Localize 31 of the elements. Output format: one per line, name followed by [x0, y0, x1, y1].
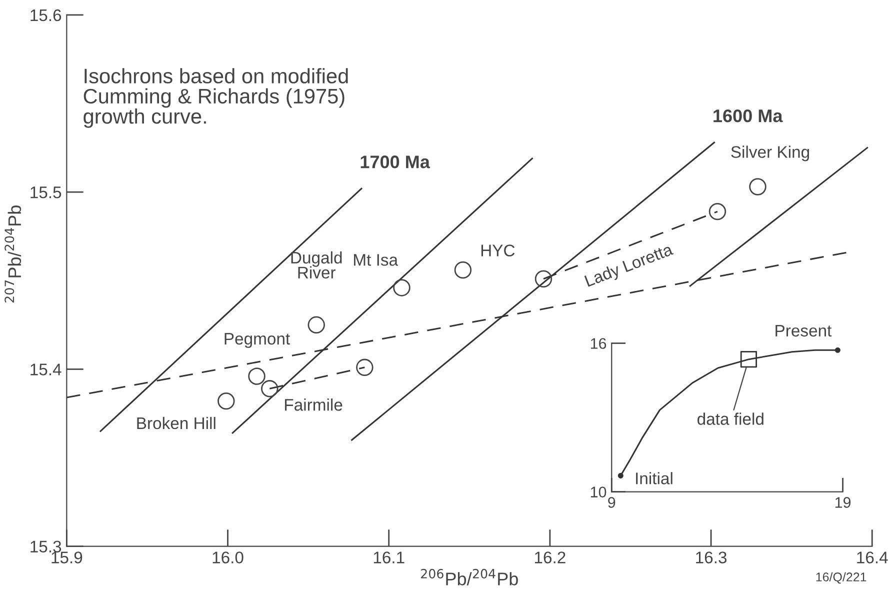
y-tick-label: 10: [590, 486, 606, 498]
annotation: Dugald River: [291, 251, 342, 279]
y-axis-title: $^{207}$Pb/$^{204}$Pb: [4, 206, 22, 302]
series-label: 1700 Ma: [360, 156, 430, 168]
x-tick-label: 16.0: [212, 552, 244, 564]
annotation: Present: [776, 324, 832, 337]
annotation: Fairmile: [285, 398, 342, 411]
x-tick-label: 16.1: [374, 552, 404, 564]
x-tick-label: 16.2: [534, 552, 566, 564]
text: 16/Q/221: [816, 572, 866, 584]
annotation: Broken Hill: [137, 416, 216, 430]
x-tick-label: 15.9: [52, 552, 82, 564]
y-tick-label: 16: [590, 338, 606, 349]
annotation: Initial: [636, 472, 672, 484]
series-label: 1600 Ma: [714, 109, 783, 122]
x-tick-label: 9: [608, 497, 616, 508]
x-tick-label: 16.3: [696, 552, 727, 564]
annotation: Mt Isa: [354, 254, 398, 266]
y-tick-label: 15.6: [30, 9, 62, 22]
annotation: Isochrons based on modified Cumming & Richards (1975) growth curve.: [84, 68, 348, 128]
annotation: Lady Loretta: [584, 242, 675, 290]
x-tick-label: 19: [835, 497, 851, 508]
x-axis-title: $^{206}$Pb/$^{204}$Pb: [421, 568, 518, 586]
x-tick-label: 16.4: [857, 552, 888, 564]
y-tick-label: 15.3: [30, 540, 62, 552]
y-tick-label: 15.4: [30, 364, 62, 376]
annotation: Pegmont: [224, 333, 290, 348]
annotation: data field: [698, 412, 764, 425]
y-tick-label: 15.5: [30, 186, 62, 198]
annotation: Silver King: [731, 146, 809, 162]
annotation: HYC: [481, 244, 515, 256]
